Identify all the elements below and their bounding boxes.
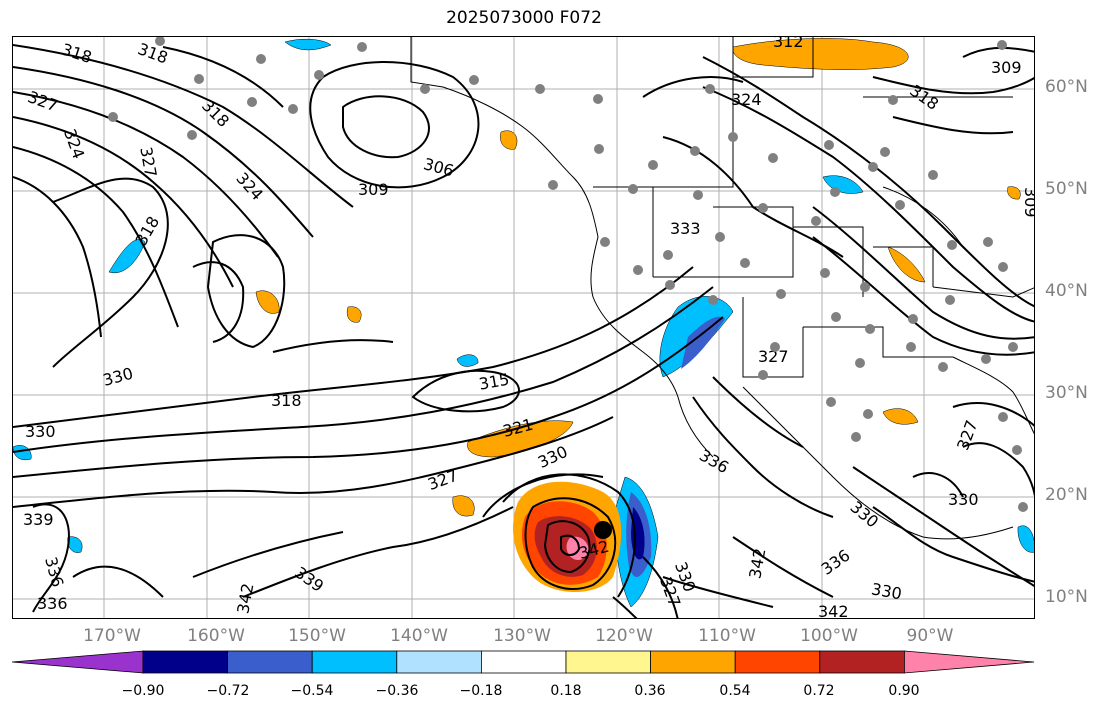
colorbar-tick: −0.90 xyxy=(121,683,165,699)
shading-positive xyxy=(255,38,1021,517)
map-canvas: 318 318 327 324 327 318 324 318 306 309 … xyxy=(13,37,1035,619)
lon-label-160w: 160°W xyxy=(187,626,245,646)
contour-label: 324 xyxy=(731,90,762,109)
contour-label: 336 xyxy=(41,555,67,589)
contour-label: 327 xyxy=(758,347,789,366)
colorbar-tick: 0.72 xyxy=(803,683,835,699)
contour-label: 342 xyxy=(745,547,769,580)
contour-label: 309 xyxy=(358,180,389,199)
contour-label: 342 xyxy=(233,582,257,615)
lat-label-50n: 50°N xyxy=(1045,179,1088,199)
colorbar-segment xyxy=(650,650,736,674)
contour-label: 324 xyxy=(60,126,88,161)
colorbar-segment xyxy=(311,650,398,674)
lon-label-110w: 110°W xyxy=(698,626,756,646)
colorbar-tick: −0.54 xyxy=(290,683,334,699)
contour-label: 306 xyxy=(421,154,455,180)
lon-label-90w: 90°W xyxy=(906,626,954,646)
contour-label: 327 xyxy=(136,145,160,178)
colorbar-extend-high xyxy=(904,650,1035,674)
colorbar-segment xyxy=(480,650,567,674)
lat-label-20n: 20°N xyxy=(1045,485,1088,505)
colorbar-tick: 0.54 xyxy=(719,683,751,699)
map-title: 2025073000 F072 xyxy=(446,8,602,28)
map-panel[interactable]: 318 318 327 324 327 318 324 318 306 309 … xyxy=(12,36,1035,619)
station-dots xyxy=(108,37,1028,512)
colorbar-segment xyxy=(819,650,905,674)
contour-label: 327 xyxy=(953,418,981,453)
contour-label: 327 xyxy=(25,87,60,115)
storm-center-marker[interactable] xyxy=(594,521,612,539)
lon-label-130w: 130°W xyxy=(493,626,551,646)
contour-label: 330 xyxy=(101,364,135,390)
lon-label-150w: 150°W xyxy=(288,626,346,646)
coastline xyxy=(410,37,1034,540)
lat-label-40n: 40°N xyxy=(1045,281,1088,301)
colorbar-segment xyxy=(227,650,313,674)
contour-label: 342 xyxy=(818,602,849,619)
lon-label-170w: 170°W xyxy=(83,626,141,646)
colorbar-segment xyxy=(565,650,651,674)
lon-label-100w: 100°W xyxy=(800,626,858,646)
contour-lines xyxy=(13,44,1034,618)
lat-label-60n: 60°N xyxy=(1045,77,1088,97)
colorbar-tick: −0.72 xyxy=(206,683,250,699)
contour-label: 339 xyxy=(23,510,54,529)
colorbar-tick: −0.36 xyxy=(375,683,419,699)
colorbar xyxy=(12,650,1035,674)
colorbar-tick: 0.90 xyxy=(888,683,920,699)
colorbar-tick: 0.18 xyxy=(550,683,582,699)
contour-label: 327 xyxy=(425,466,460,494)
contour-label: 330 xyxy=(870,579,903,603)
contour-label: 312 xyxy=(773,37,804,51)
contour-label: 336 xyxy=(696,445,732,477)
lon-label-120w: 120°W xyxy=(595,626,653,646)
colorbar-segment xyxy=(396,650,482,674)
colorbar-tick: −0.18 xyxy=(459,683,503,699)
colorbar-tick: 0.36 xyxy=(634,683,666,699)
lon-label-140w: 140°W xyxy=(390,626,448,646)
contour-label: 324 xyxy=(232,169,267,204)
contour-label: 336 xyxy=(37,594,68,613)
lat-label-30n: 30°N xyxy=(1045,383,1088,403)
contour-label: 315 xyxy=(477,370,510,394)
lat-label-10n: 10°N xyxy=(1045,587,1088,607)
colorbar-segment xyxy=(142,650,228,674)
colorbar-extend-low xyxy=(12,650,144,674)
contour-label: 318 xyxy=(59,40,94,68)
contour-label: 330 xyxy=(948,490,979,509)
contour-label: 309 xyxy=(991,58,1022,77)
contour-label: 318 xyxy=(135,39,170,67)
contour-label: 333 xyxy=(670,219,701,238)
contour-label: 318 xyxy=(198,96,233,131)
colorbar-segment xyxy=(734,650,821,674)
contour-label: 330 xyxy=(847,497,883,531)
contour-label: 336 xyxy=(818,546,854,579)
contour-label: 318 xyxy=(271,391,302,410)
contour-label: 330 xyxy=(25,422,56,441)
contour-label: 309 xyxy=(1021,187,1035,218)
